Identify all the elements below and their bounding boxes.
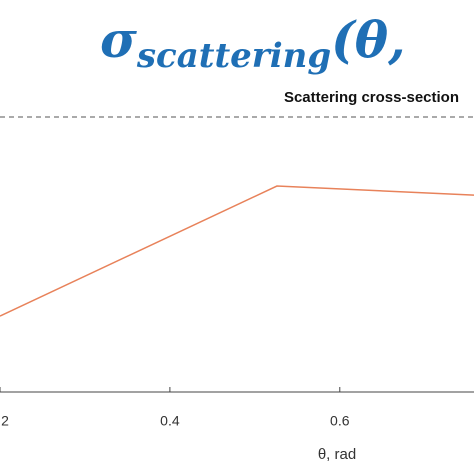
title-symbol: σ [100,10,137,69]
x-tick-label: 0.4 [160,413,180,429]
title-rest: (θ, [331,10,405,69]
title-subscript: scattering [136,36,331,76]
chart-title: σscattering(θ, [100,10,406,76]
x-axis-label: θ, rad [318,446,356,463]
x-tick-label: 2 [1,413,9,429]
legend-label: Scattering cross-section [284,89,459,106]
series-line [0,185,474,317]
x-tick-label: 0.6 [330,413,350,429]
